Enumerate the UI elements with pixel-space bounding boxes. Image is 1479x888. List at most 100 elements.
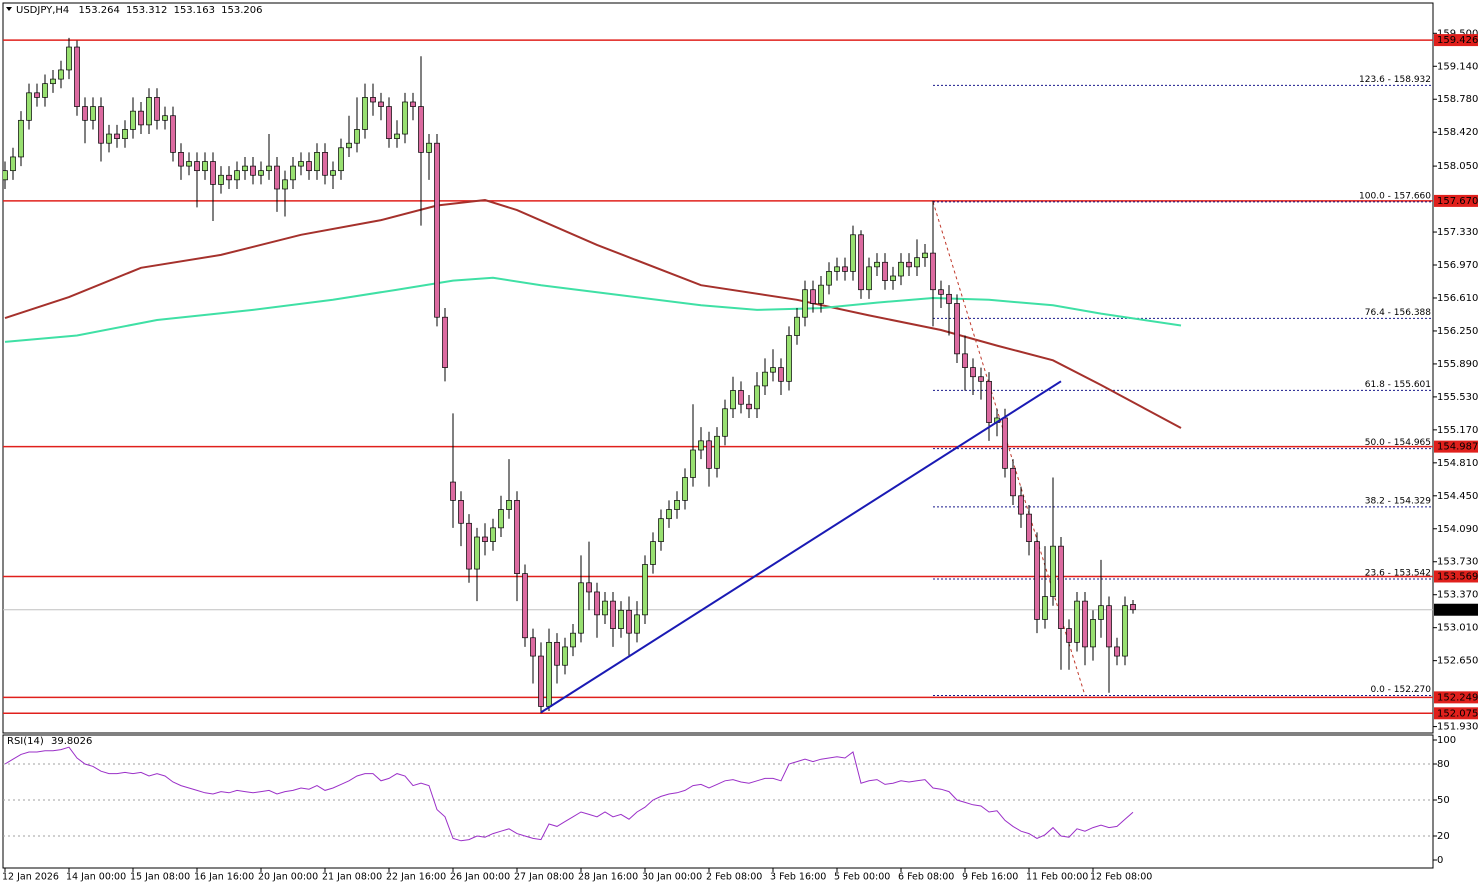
candle-body	[90, 106, 96, 121]
candle-body	[98, 106, 104, 144]
level-label: 153.569	[1437, 571, 1478, 582]
rsi-header: RSI(14) 39.8026	[7, 736, 92, 747]
level-label-box	[1434, 194, 1478, 207]
bid-label: 153.206	[1437, 605, 1478, 616]
candle-body	[1066, 628, 1072, 643]
main-plot: 123.6 - 158.932 100.0 - 157.660 76.4 - 156…	[3, 37, 1433, 715]
candle-body	[26, 92, 32, 121]
candle-body	[370, 97, 376, 103]
header-close: 153.206	[221, 5, 262, 16]
y-tick-label: 155.170	[1437, 425, 1478, 436]
candle-body	[402, 101, 408, 135]
candle-body	[490, 527, 496, 542]
candle-body	[778, 367, 784, 382]
y-tick-label: 159.500	[1437, 28, 1478, 39]
level-label-box	[1434, 707, 1478, 720]
candle-body	[610, 600, 616, 629]
y-tick-label: 158.420	[1437, 127, 1478, 138]
candle-body	[658, 518, 664, 542]
level-label: 157.670	[1437, 196, 1478, 207]
candle-body	[1026, 513, 1032, 542]
candle-body	[378, 101, 384, 107]
candle-body	[938, 289, 944, 295]
candle-body	[690, 449, 696, 478]
level-label-box	[1434, 34, 1478, 47]
candle-body	[634, 614, 640, 634]
x-tick-label: 12 Feb 08:00	[1090, 872, 1152, 883]
candle-body	[554, 641, 560, 666]
level-label: 159.426	[1437, 35, 1478, 46]
level-label: 154.987	[1437, 442, 1478, 453]
x-tick-label: 12 Jan 2026	[2, 872, 59, 883]
header-open: 153.264	[78, 5, 119, 16]
candle-body	[882, 261, 888, 281]
fib-label: 38.2 - 154.329	[1365, 496, 1431, 506]
candle-body	[226, 174, 232, 181]
fib-label: 123.6 - 158.932	[1359, 75, 1431, 85]
rsi-line	[4, 746, 1134, 842]
candle-body	[314, 152, 320, 172]
candle-body	[1018, 495, 1024, 515]
y-tick-label: 152.650	[1437, 656, 1478, 667]
candle-body	[298, 161, 304, 167]
candle-body	[1082, 600, 1088, 648]
header-high: 153.312	[126, 5, 167, 16]
candle-body	[434, 142, 440, 318]
y-tick-label: 153.010	[1437, 623, 1478, 634]
moving-average	[4, 198, 1182, 429]
x-tick-label: 16 Jan 16:00	[194, 872, 254, 883]
candle-body	[1106, 605, 1112, 648]
candle-body	[1122, 605, 1128, 657]
candle-body	[914, 257, 920, 268]
candle-body	[978, 376, 984, 382]
candle-body	[474, 536, 480, 570]
candle-body	[418, 106, 424, 153]
candle-body	[850, 234, 856, 272]
level-label: 152.075	[1437, 708, 1478, 719]
y-tick-label: 154.450	[1437, 491, 1478, 502]
candle-body	[818, 284, 824, 304]
candle-body	[826, 271, 832, 286]
x-tick-label: 11 Feb 00:00	[1026, 872, 1088, 883]
y-tick-label: 156.970	[1437, 260, 1478, 271]
y-tick-label: 158.050	[1437, 161, 1478, 172]
candle-body	[266, 165, 272, 172]
candle-body	[66, 46, 72, 71]
candle-body	[330, 170, 336, 176]
candle-body	[250, 165, 256, 176]
candle-body	[1090, 619, 1096, 648]
candle-body	[338, 147, 344, 172]
candle-body	[322, 152, 328, 176]
y-tick-label: 158.780	[1437, 94, 1478, 105]
candle-body	[450, 481, 456, 501]
level-label-box	[1434, 440, 1478, 453]
fib-label: 100.0 - 157.660	[1359, 191, 1431, 201]
candle-body	[1034, 541, 1040, 620]
x-tick-label: 15 Jan 08:00	[130, 872, 190, 883]
candle-body	[618, 609, 624, 629]
candle-body	[714, 435, 720, 469]
candle-body	[786, 335, 792, 382]
rsi-tick-label: 20	[1437, 831, 1450, 842]
level-label: 152.249	[1437, 692, 1478, 703]
candle-body	[738, 390, 744, 405]
candle-body	[802, 289, 808, 318]
candle-body	[906, 261, 912, 268]
trendline	[540, 380, 1062, 714]
candle-body	[986, 380, 992, 423]
candle-body	[930, 252, 936, 291]
candle-body	[754, 385, 760, 410]
y-tick-label: 153.730	[1437, 557, 1478, 568]
rsi-last: 39.8026	[51, 736, 92, 747]
candle-body	[538, 655, 544, 707]
candle-body	[698, 440, 704, 451]
x-tick-label: 20 Jan 00:00	[258, 872, 318, 883]
candle-body	[130, 110, 136, 130]
candle-body	[178, 152, 184, 167]
y-tick-label: 159.140	[1437, 61, 1478, 72]
candle-body	[146, 97, 152, 126]
candle-body	[562, 646, 568, 666]
candle-body	[346, 142, 352, 149]
candle-body	[514, 500, 520, 574]
candle-body	[770, 367, 776, 373]
